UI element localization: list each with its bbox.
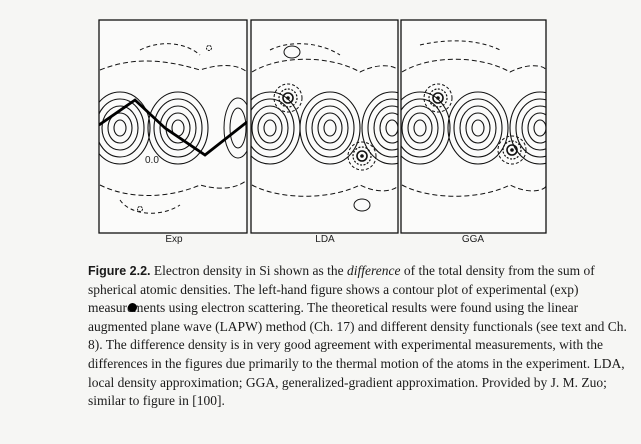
figure-caption: Figure 2.2. Electron density in Si shown… (88, 262, 628, 411)
figure-label: Figure 2.2. (88, 264, 151, 278)
bullet-mark (128, 303, 137, 312)
panel-label-gga: GGA (461, 234, 485, 245)
caption-text-1: Electron density in Si shown as the (153, 263, 344, 278)
panel-label-exp: Exp (165, 234, 183, 245)
caption-text-2: of the total density from the sum of sph… (88, 263, 627, 409)
panel-exp: 0.0 (98, 19, 248, 234)
contour-value-label: 0.0 (145, 155, 159, 166)
panel-label-lda: LDA (315, 234, 335, 245)
panel-gga (400, 19, 547, 234)
caption-emphasis: difference (347, 263, 401, 278)
panel-lda (250, 19, 399, 234)
contour-figure: 0.0 (98, 19, 547, 234)
